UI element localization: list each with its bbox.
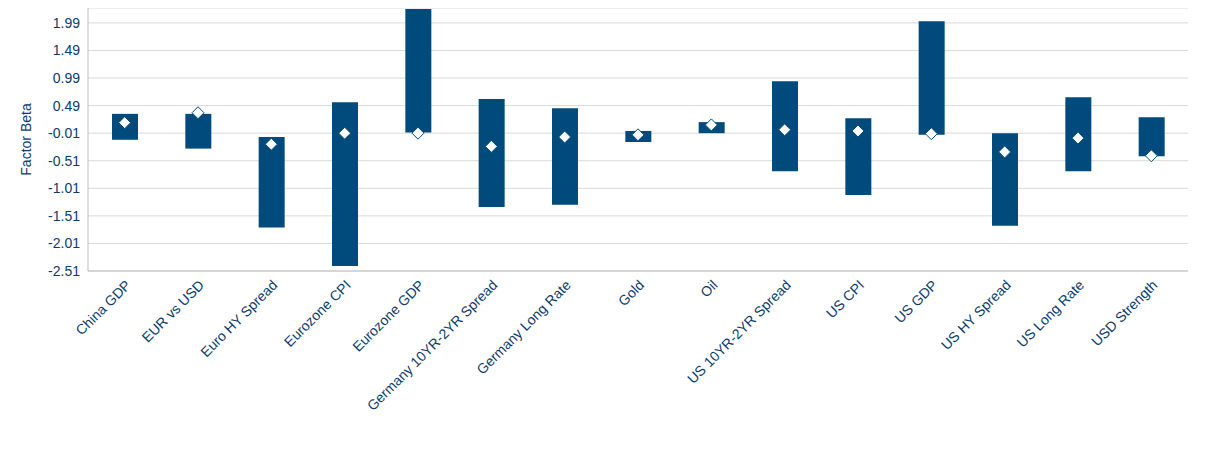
svg-text:Eurozone CPI: Eurozone CPI — [281, 277, 354, 350]
svg-text:-1.01: -1.01 — [48, 180, 80, 196]
svg-text:1.49: 1.49 — [53, 42, 80, 58]
svg-text:0.99: 0.99 — [53, 70, 80, 86]
svg-text:EUR vs USD: EUR vs USD — [139, 277, 208, 346]
svg-text:-2.01: -2.01 — [48, 235, 80, 251]
svg-text:Germany Long Rate: Germany Long Rate — [473, 277, 574, 378]
svg-text:US CPI: US CPI — [823, 277, 867, 321]
svg-text:1.99: 1.99 — [53, 15, 80, 31]
svg-text:US 10YR-2YR Spread: US 10YR-2YR Spread — [684, 277, 794, 387]
svg-text:-0.01: -0.01 — [48, 125, 80, 141]
svg-text:Oil: Oil — [697, 277, 720, 300]
svg-text:China GDP: China GDP — [72, 277, 133, 338]
svg-text:US Long Rate: US Long Rate — [1014, 277, 1088, 351]
svg-text:Gold: Gold — [615, 277, 647, 309]
svg-text:-0.51: -0.51 — [48, 153, 80, 169]
svg-text:-2.51: -2.51 — [48, 263, 80, 279]
svg-text:0.49: 0.49 — [53, 98, 80, 114]
svg-text:US HY Spread: US HY Spread — [938, 277, 1014, 353]
svg-text:Germany 10YR-2YR Spread: Germany 10YR-2YR Spread — [364, 277, 501, 414]
svg-text:Factor Beta: Factor Beta — [18, 103, 34, 176]
svg-text:USD Strength: USD Strength — [1088, 277, 1160, 349]
svg-text:Eurozone GDP: Eurozone GDP — [349, 277, 427, 355]
svg-text:Euro HY Spread: Euro HY Spread — [197, 277, 280, 360]
svg-text:US GDP: US GDP — [891, 277, 940, 326]
svg-text:-1.51: -1.51 — [48, 208, 80, 224]
